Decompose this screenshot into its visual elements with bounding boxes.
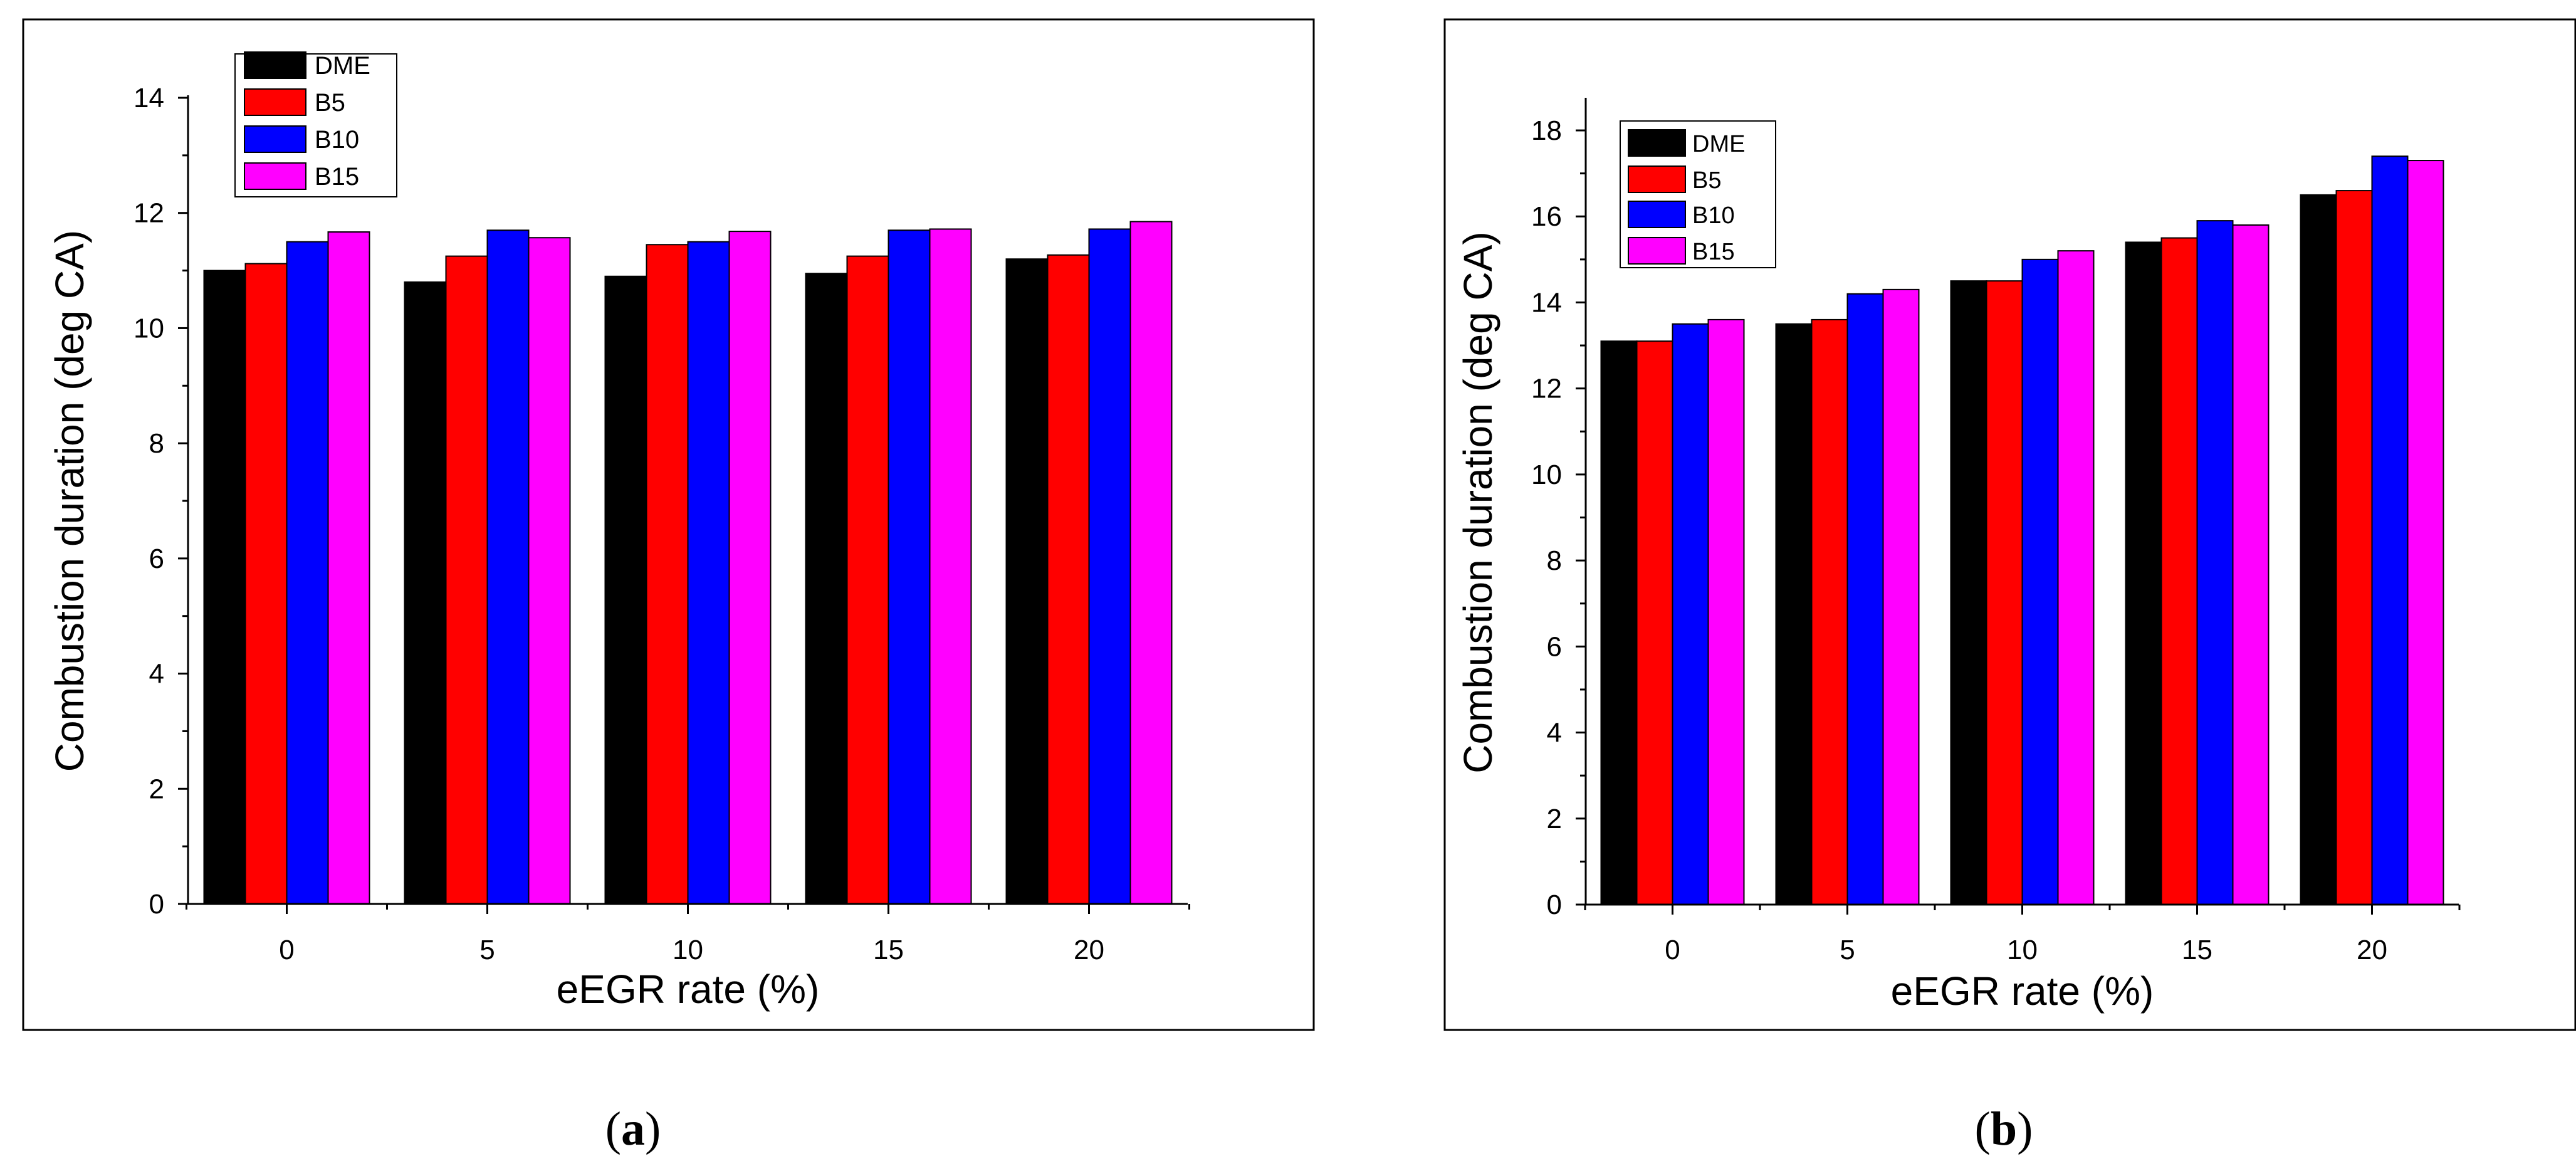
bar-dme-10 <box>1950 280 1987 906</box>
bar-dme-15 <box>805 273 848 905</box>
legend-swatch-b5 <box>1628 165 1686 193</box>
bar-b15-10 <box>728 231 772 905</box>
y-tick-label: 2 <box>149 774 164 804</box>
bar-b5-20 <box>2335 190 2373 905</box>
legend-label-b5: B5 <box>1692 167 1721 194</box>
x-tick-label: 0 <box>1665 935 1680 965</box>
legend-swatch-dme <box>244 51 306 79</box>
bar-b5-15 <box>846 255 889 905</box>
x-tick-label: 10 <box>673 935 703 965</box>
y-tick-label: 16 <box>1531 201 1562 232</box>
bar-b5-5 <box>1811 318 1848 905</box>
panel-frame-b <box>1443 18 2576 1031</box>
chart-a: 0 2 4 6 8 10 12 14 0 5 10 15 20 eEGR rate (%) Combusti… <box>47 51 1190 1012</box>
y-tick-label: 4 <box>149 659 164 690</box>
bar-b5-20 <box>1047 254 1090 905</box>
chart-b: 0 2 4 6 8 10 12 14 16 18 0 5 10 15 20 eEGR rate (%) Comb… <box>1455 98 2461 1014</box>
bar-b5-10 <box>646 244 689 905</box>
legend-label-b10: B10 <box>315 126 359 154</box>
legend-label-b10: B10 <box>1692 202 1735 229</box>
legend-label-b15: B15 <box>315 163 359 191</box>
bar-b5-15 <box>2160 237 2198 906</box>
legend-label-b15: B15 <box>1692 239 1735 265</box>
legend-swatch-b15 <box>1628 237 1686 265</box>
y-tick-label: 14 <box>134 83 164 113</box>
y-tick-label: 12 <box>134 198 164 229</box>
x-axis-label: eEGR rate (%) <box>1891 969 2154 1014</box>
bar-b15-0 <box>327 231 370 905</box>
bar-dme-5 <box>404 281 447 905</box>
y-axis-label: Combustion duration (deg CA) <box>47 230 92 772</box>
x-tick-label: 5 <box>1840 935 1855 965</box>
bar-b5-5 <box>445 255 488 905</box>
legend-label-b5: B5 <box>315 89 345 117</box>
bar-b5-0 <box>1636 340 1673 905</box>
x-tick-label: 5 <box>479 935 495 965</box>
bar-b15-5 <box>528 237 571 905</box>
y-tick-label: 6 <box>1547 631 1562 662</box>
bar-b10-10 <box>2021 258 2059 906</box>
bar-b10-10 <box>687 241 730 905</box>
bar-b10-20 <box>2371 155 2409 906</box>
bar-b10-5 <box>486 229 530 905</box>
bar-dme-0 <box>203 270 246 905</box>
bar-b15-10 <box>2057 250 2095 906</box>
bar-dme-20 <box>1005 258 1049 905</box>
bar-b10-0 <box>286 241 329 905</box>
bar-b5-0 <box>244 263 288 905</box>
bar-dme-5 <box>1775 323 1813 905</box>
x-tick-label: 20 <box>2357 935 2387 965</box>
x-tick-label: 20 <box>1074 935 1104 965</box>
bar-b15-20 <box>1129 221 1173 905</box>
x-tick-label: 15 <box>2182 935 2212 965</box>
legend-swatch-b15 <box>244 162 306 190</box>
legend-swatch-b10 <box>1628 201 1686 228</box>
bar-b15-5 <box>1882 288 1920 906</box>
bar-b5-10 <box>1986 280 2023 906</box>
bar-b15-20 <box>2407 160 2444 905</box>
bar-b15-0 <box>1707 318 1745 905</box>
y-tick-label: 14 <box>1531 287 1562 318</box>
y-axis-label: Combustion duration (deg CA) <box>1455 231 1500 773</box>
y-tick-label: 0 <box>149 889 164 920</box>
legend-swatch-b5 <box>244 88 306 116</box>
y-tick-label: 10 <box>134 313 164 344</box>
panel-label-b: (b) <box>1975 1103 2033 1155</box>
y-tick-label: 4 <box>1547 718 1562 748</box>
bar-b15-15 <box>929 228 972 905</box>
bar-dme-15 <box>2125 241 2162 906</box>
x-tick-label: 0 <box>279 935 294 965</box>
legend-label-dme: DME <box>1692 131 1745 157</box>
panel-label-a: (a) <box>605 1103 661 1155</box>
bar-dme-10 <box>604 275 647 905</box>
legend-label-dme: DME <box>315 52 370 80</box>
x-tick-label: 10 <box>2007 935 2038 965</box>
bar-dme-20 <box>2300 194 2337 905</box>
x-tick-label: 15 <box>873 935 904 965</box>
bar-b10-5 <box>1846 293 1884 906</box>
bar-dme-0 <box>1600 340 1638 905</box>
legend-swatch-dme <box>1628 129 1686 157</box>
x-axis-label: eEGR rate (%) <box>557 967 820 1012</box>
bar-b15-15 <box>2232 224 2270 906</box>
y-tick-label: 8 <box>149 428 164 459</box>
bar-b10-15 <box>887 229 931 905</box>
panel-frame-a <box>22 18 1315 1031</box>
y-tick-label: 0 <box>1547 890 1562 920</box>
y-tick-label: 2 <box>1547 804 1562 834</box>
y-tick-label: 8 <box>1547 545 1562 576</box>
bar-b10-20 <box>1088 228 1131 905</box>
y-tick-label: 12 <box>1531 374 1562 404</box>
bar-b10-0 <box>1672 323 1709 905</box>
y-tick-label: 10 <box>1531 459 1562 490</box>
y-tick-label: 6 <box>149 543 164 574</box>
legend-swatch-b10 <box>244 125 306 153</box>
y-tick-label: 18 <box>1531 115 1562 146</box>
bar-b10-15 <box>2196 220 2234 906</box>
